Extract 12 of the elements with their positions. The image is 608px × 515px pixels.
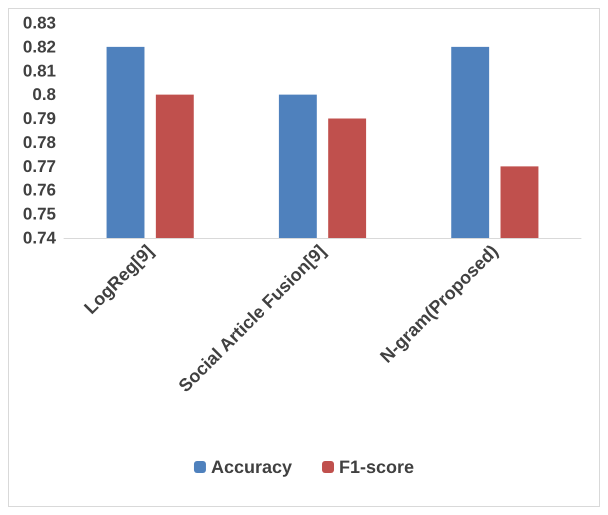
y-tick-label: 0.81: [22, 61, 56, 80]
y-tick-label: 0.82: [22, 37, 56, 56]
y-tick-label: 0.77: [22, 156, 56, 176]
y-tick-label: 0.74: [22, 228, 57, 248]
y-tick-label: 0.75: [22, 204, 56, 224]
legend-label: F1-score: [339, 457, 414, 477]
y-tick-label: 0.8: [32, 85, 56, 104]
y-tick-label: 0.83: [22, 14, 56, 32]
y-tick-label: 0.76: [22, 180, 56, 200]
legend-label: Accuracy: [210, 457, 292, 477]
y-tick-label: 0.79: [22, 109, 56, 128]
y-tick-label: 0.78: [22, 132, 56, 152]
